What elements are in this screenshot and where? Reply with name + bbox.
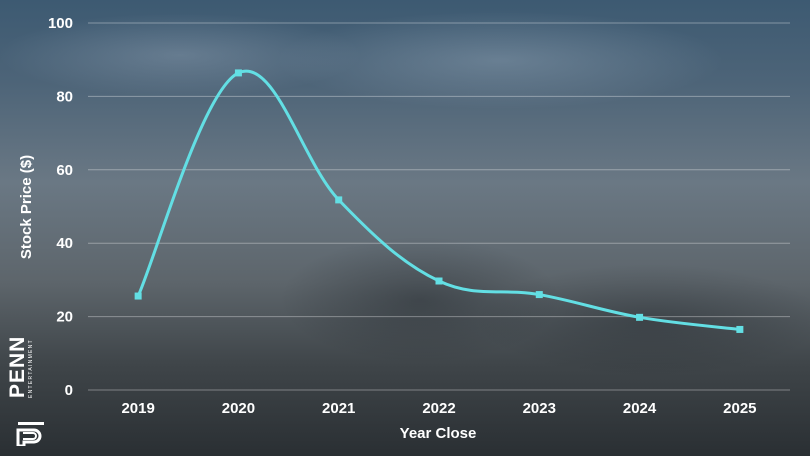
- data-markers: [134, 69, 744, 333]
- logo-wordmark: PENN ENTERTAINMENT: [6, 335, 35, 398]
- x-tick-label: 2022: [422, 400, 455, 417]
- data-point-2022: [435, 277, 443, 285]
- x-tick-label: 2019: [121, 400, 154, 417]
- data-point-2023: [535, 291, 543, 299]
- y-tick-label: 60: [56, 162, 73, 179]
- penn-logo: [14, 334, 50, 448]
- y-tick-labels: 0 20 40 60 80 100: [48, 15, 73, 399]
- series-line: [136, 69, 741, 331]
- y-tick-label: 40: [56, 235, 73, 252]
- gridlines: [88, 22, 790, 391]
- y-tick-label: 100: [48, 15, 73, 32]
- penn-mark-icon: [16, 422, 44, 448]
- x-tick-label: 2023: [523, 400, 556, 417]
- data-point-2019: [134, 292, 142, 300]
- x-tick-label: 2024: [623, 400, 657, 417]
- y-tick-label: 0: [65, 382, 73, 399]
- data-point-2020: [234, 69, 242, 77]
- x-tick-label: 2020: [222, 400, 255, 417]
- x-tick-label: 2021: [322, 400, 355, 417]
- x-tick-label: 2025: [723, 400, 756, 417]
- x-axis-title: Year Close: [400, 425, 477, 442]
- data-point-2021: [335, 196, 343, 204]
- x-tick-labels: 2019 2020 2021 2022 2023 2024 2025: [121, 400, 756, 417]
- y-tick-label: 80: [56, 88, 73, 105]
- logo-name: PENN: [6, 335, 29, 398]
- y-axis-title: Stock Price ($): [18, 155, 35, 259]
- data-point-2025: [736, 325, 744, 333]
- logo-subtitle: ENTERTAINMENT: [28, 339, 34, 398]
- data-point-2024: [636, 313, 644, 321]
- y-tick-label: 20: [56, 309, 73, 326]
